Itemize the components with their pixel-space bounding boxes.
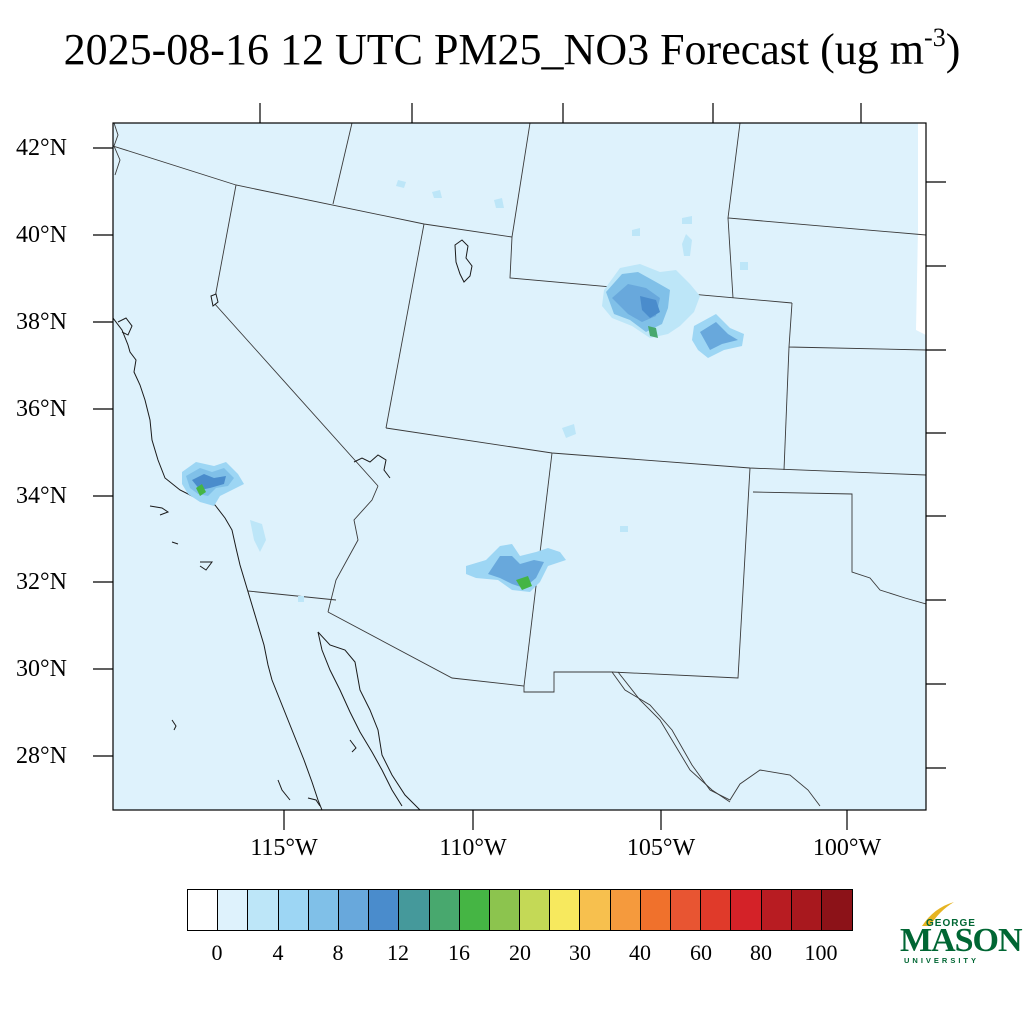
logo-university: UNIVERSITY [904,956,980,965]
top-ticks [259,103,862,123]
bottom-ticks [283,810,848,830]
colorbar-swatch [580,890,611,930]
colorbar-label: 80 [750,940,772,965]
colorbar-swatch [459,890,490,930]
title-close: ) [945,25,961,74]
colorbar-swatch [188,890,219,930]
colorbar [187,889,854,931]
hotspot-new-mexico [466,544,566,592]
colorbar-label: 0 [211,940,223,965]
colorbar-swatch [308,890,339,930]
colorbar-swatch [791,890,822,930]
no-data-edge [916,123,926,335]
colorbar-swatch [821,890,853,930]
title-superscript: -3 [924,23,946,52]
colorbar-swatch [701,890,732,930]
hotspot-los-angeles [182,462,266,552]
lon-label-110w: 110°W [439,835,507,861]
colorbar-label: 40 [629,940,651,965]
lon-label-100w: 100°W [812,835,882,861]
colorbar-label: 60 [690,940,712,965]
colorbar-swatch [550,890,581,930]
lat-label-40n: 40°N [16,222,67,248]
map-frame [112,122,927,811]
colorbar-swatch [761,890,792,930]
lon-label-105w: 105°W [626,835,696,861]
hotspot-colorado [562,234,744,438]
colorbar-swatch [399,890,430,930]
logo-george: GEORGE [926,918,976,929]
lat-label-38n: 38°N [16,309,67,335]
lat-label-30n: 30°N [16,656,67,682]
right-ticks [926,181,946,769]
george-mason-logo: GEORGE MASON UNIVERSITY [896,898,1023,970]
colorbar-label: 20 [509,940,531,965]
light-patches [298,180,748,602]
colorbar-swatch [520,890,551,930]
lat-label-32n: 32°N [16,569,67,595]
colorbar-swatch [218,890,249,930]
lat-label-28n: 28°N [16,743,67,769]
lat-label-36n: 36°N [16,396,67,422]
map-background [113,123,926,810]
colorbar-swatch [671,890,702,930]
colorbar-label: 30 [569,940,591,965]
lat-label-42n: 42°N [16,135,67,161]
colorbar-label: 12 [387,940,409,965]
colorbar-swatch [489,890,521,930]
colorbar-label: 8 [332,940,344,965]
colorbar-swatch [369,890,400,930]
logo-swoosh-icon [922,902,954,926]
colorbar-swatch [338,890,370,930]
left-ticks [93,147,113,757]
lon-label-115w: 115°W [250,835,318,861]
colorbar-swatch [278,890,309,930]
colorbar-swatch [610,890,641,930]
coastlines [113,239,473,810]
lat-label-34n: 34°N [16,483,67,509]
logo-mason: MASON [900,922,1023,959]
title-text: 2025-08-16 12 UTC PM25_NO3 Forecast (ug … [63,25,925,74]
colorbar-label: 100 [804,940,838,965]
colorbar-label: 4 [272,940,284,965]
colorbar-swatch [429,890,460,930]
colorbar-swatch [248,890,279,930]
map-title: 2025-08-16 12 UTC PM25_NO3 Forecast (ug … [0,23,1024,74]
colorbar-label: 16 [448,940,470,965]
colorbar-swatch [640,890,671,930]
colorbar-swatch [731,890,762,930]
